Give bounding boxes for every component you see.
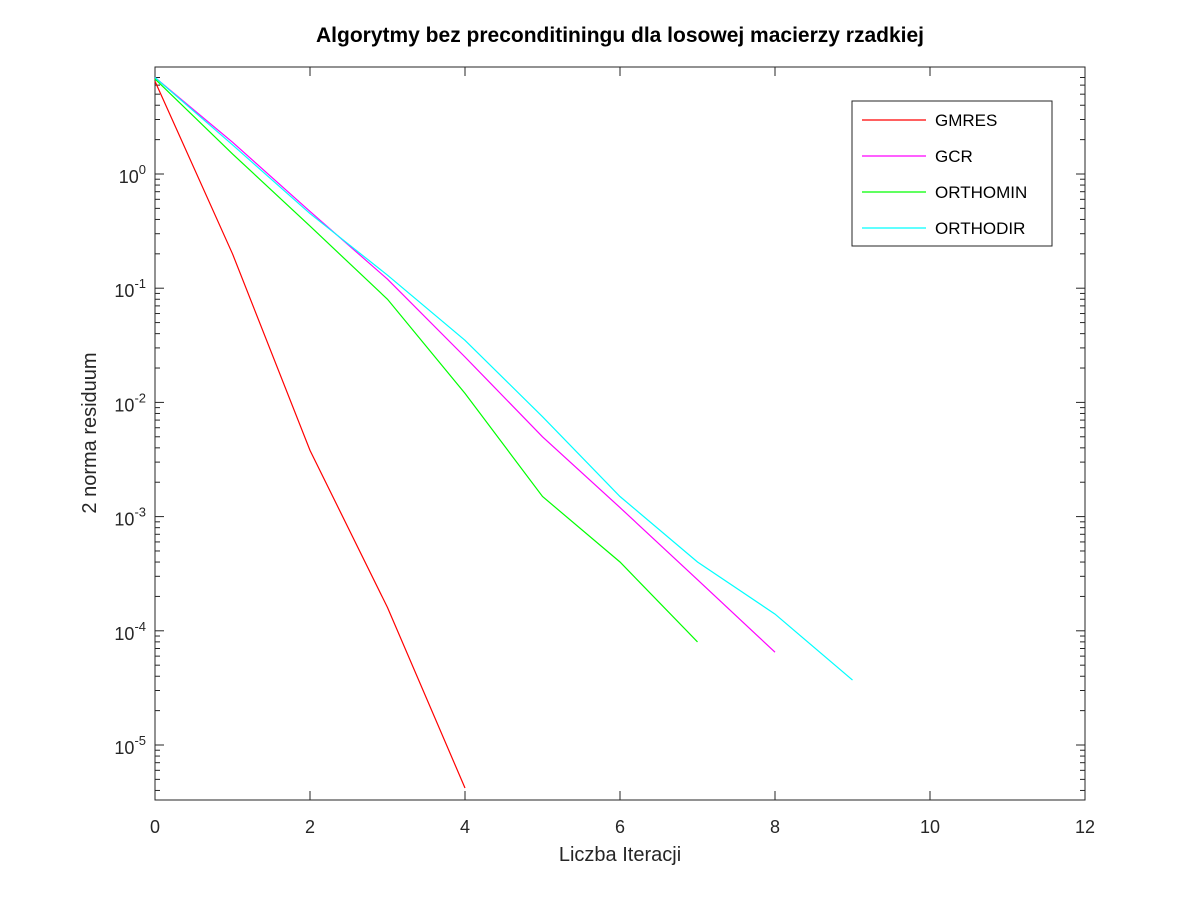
legend-label-orthodir: ORTHODIR bbox=[935, 219, 1025, 238]
x-axis-label: Liczba Iteracji bbox=[559, 844, 681, 866]
legend-box bbox=[851, 100, 1053, 247]
chart-title: Algorytmy bez preconditiningu dla losowe… bbox=[316, 24, 924, 47]
y-tick-label: 100 bbox=[119, 162, 146, 187]
x-tick-label: 6 bbox=[615, 817, 625, 837]
series-line-orthodir bbox=[154, 77, 853, 681]
x-tick-label: 8 bbox=[770, 817, 780, 837]
legend-label-gmres: GMRES bbox=[935, 111, 997, 130]
y-tick-label: 10-5 bbox=[114, 733, 146, 758]
series-line-gcr bbox=[154, 77, 776, 653]
ticks: 0 2 4 6 8 10 12 100 10-1 10-2 10-3 10-4 10-5 bbox=[114, 67, 1095, 837]
x-tick-label: 12 bbox=[1075, 817, 1095, 837]
y-axis-label: 2 norma residuum bbox=[79, 352, 101, 513]
y-tick-label: 10-2 bbox=[114, 390, 146, 415]
y-tick-label: 10-1 bbox=[114, 276, 146, 301]
legend: GMRES GCR ORTHOMIN ORTHODIR bbox=[851, 100, 1053, 247]
x-tick-label: 4 bbox=[460, 817, 470, 837]
series-line-orthomin bbox=[154, 78, 698, 643]
y-tick-label: 10-4 bbox=[114, 619, 146, 644]
legend-label-orthomin: ORTHOMIN bbox=[935, 183, 1027, 202]
legend-label-gcr: GCR bbox=[935, 147, 973, 166]
x-tick-label: 2 bbox=[305, 817, 315, 837]
y-tick-label: 10-3 bbox=[114, 505, 146, 530]
x-tick-label: 10 bbox=[920, 817, 940, 837]
series-group bbox=[154, 77, 853, 789]
x-tick-label: 0 bbox=[150, 817, 160, 837]
series-line-gmres bbox=[154, 80, 466, 789]
